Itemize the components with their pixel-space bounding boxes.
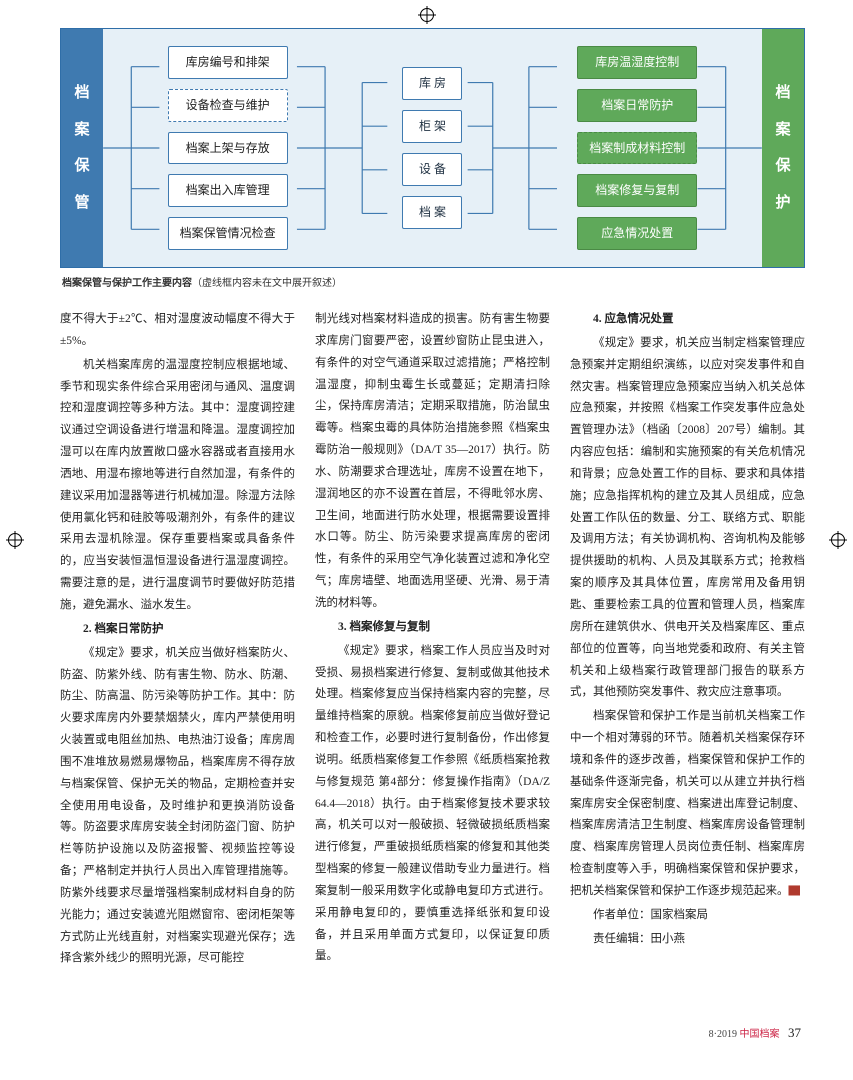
body-columns: 度不得大于±2℃、相对湿度波动幅度不得大于±5%。 机关档案库房的温湿度控制应根… xyxy=(60,309,805,970)
reg-mark-top xyxy=(420,8,434,22)
node-c1-1: 设备检查与维护 xyxy=(168,89,288,122)
node-c3-1: 档案日常防护 xyxy=(577,89,697,122)
left-char-0: 档 xyxy=(74,79,89,108)
heading-3: 3. 档案修复与复制 xyxy=(315,617,550,639)
reg-mark-right xyxy=(831,533,845,547)
para-6-text: 档案保管和保护工作是当前机关档案工作中一个相对薄弱的环节。随着机关档案保存环境和… xyxy=(570,710,805,897)
node-c2-2: 设 备 xyxy=(402,153,462,186)
heading-2: 2. 档案日常防护 xyxy=(60,619,295,641)
node-c3-2: 档案制成材料控制 xyxy=(577,132,697,165)
diagram-col-2: 库 房 柜 架 设 备 档 案 xyxy=(352,29,512,267)
para-3: 制光线对档案材料造成的损害。防有害生物要求库房门窗要严密，设置纱窗防止昆虫进入，… xyxy=(315,309,550,615)
footer-issue: 8 xyxy=(709,1029,714,1040)
caption-note: （虚线框内容未在文中展开叙述） xyxy=(192,278,342,289)
footer-year: 2019 xyxy=(717,1029,737,1040)
diagram-left-label: 档 案 保 管 xyxy=(61,29,103,267)
left-char-2: 保 xyxy=(74,152,89,181)
node-c3-3: 档案修复与复制 xyxy=(577,174,697,207)
right-char-2: 保 xyxy=(775,152,790,181)
node-c1-3: 档案出入库管理 xyxy=(168,174,288,207)
node-c2-1: 柜 架 xyxy=(402,110,462,143)
right-char-3: 护 xyxy=(775,189,790,218)
para-0: 度不得大于±2℃、相对湿度波动幅度不得大于±5%。 xyxy=(60,309,295,353)
diagram-caption: 档案保管与保护工作主要内容（虚线框内容未在文中展开叙述） xyxy=(62,274,805,293)
node-c2-3: 档 案 xyxy=(402,196,462,229)
node-c1-0: 库房编号和排架 xyxy=(168,46,288,79)
para-5: 《规定》要求，机关应当制定档案管理应急预案并定期组织演练，以应对突发事件和自然灾… xyxy=(570,333,805,704)
para-2: 《规定》要求，机关应当做好档案防火、防盗、防紫外线、防有害生物、防水、防潮、防尘… xyxy=(60,643,295,971)
page-footer: 8·2019 中国档案 37 xyxy=(709,1021,801,1046)
node-c1-4: 档案保管情况检查 xyxy=(168,217,288,250)
para-6: 档案保管和保护工作是当前机关档案工作中一个相对薄弱的环节。随着机关档案保存环境和… xyxy=(570,706,805,903)
right-char-1: 案 xyxy=(775,116,790,145)
left-char-1: 案 xyxy=(74,116,89,145)
para-1: 机关档案库房的温湿度控制应根据地域、季节和现实条件综合采用密闭与通风、温度调控和… xyxy=(60,355,295,617)
heading-4: 4. 应急情况处置 xyxy=(570,309,805,331)
reg-mark-left xyxy=(8,533,22,547)
left-char-3: 管 xyxy=(74,189,89,218)
node-c3-4: 应急情况处置 xyxy=(577,217,697,250)
diagram-col-1: 库房编号和排架 设备检查与维护 档案上架与存放 档案出入库管理 档案保管情况检查 xyxy=(103,29,352,267)
caption-bold: 档案保管与保护工作主要内容 xyxy=(62,278,192,289)
footer-page: 37 xyxy=(788,1025,801,1040)
node-c3-0: 库房温湿度控制 xyxy=(577,46,697,79)
diagram-col-3: 库房温湿度控制 档案日常防护 档案制成材料控制 档案修复与复制 应急情况处置 xyxy=(513,29,762,267)
node-c1-2: 档案上架与存放 xyxy=(168,132,288,165)
right-char-0: 档 xyxy=(775,79,790,108)
editor-line: 责任编辑：田小燕 xyxy=(570,929,805,951)
diagram-right-label: 档 案 保 护 xyxy=(762,29,804,267)
node-c2-0: 库 房 xyxy=(402,67,462,100)
end-mark-icon: ▇ xyxy=(789,885,801,897)
page-content: 档 案 保 管 库房编号和排架 设备检查与维护 档案上架与存放 档案出入库管理 … xyxy=(0,0,853,990)
footer-magazine: 中国档案 xyxy=(740,1029,780,1040)
para-4: 《规定》要求，档案工作人员应当及时对受损、易损档案进行修复、复制或做其他技术处理… xyxy=(315,641,550,969)
author-line: 作者单位：国家档案局 xyxy=(570,905,805,927)
flow-diagram: 档 案 保 管 库房编号和排架 设备检查与维护 档案上架与存放 档案出入库管理 … xyxy=(60,28,805,268)
